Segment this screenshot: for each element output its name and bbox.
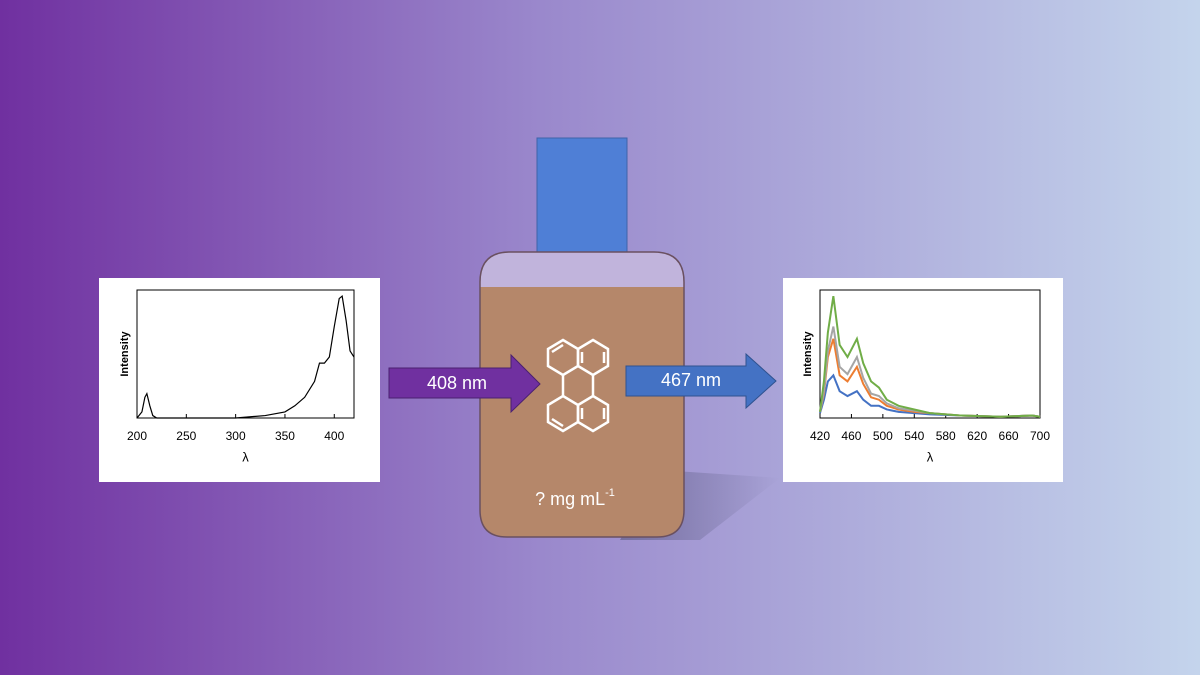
concentration-text: ? mg mL bbox=[535, 489, 605, 509]
x-tick-label: 460 bbox=[841, 429, 861, 443]
excitation-label: 408 nm bbox=[427, 373, 487, 393]
spectrum-line bbox=[136, 294, 355, 419]
x-axis-label: λ bbox=[242, 449, 249, 464]
x-tick-label: 200 bbox=[127, 429, 147, 443]
x-tick-label: 540 bbox=[904, 429, 924, 443]
x-tick-label: 500 bbox=[873, 429, 893, 443]
plot-frame bbox=[819, 289, 1041, 419]
x-tick-label: 300 bbox=[226, 429, 246, 443]
bottle-cap bbox=[536, 137, 628, 255]
x-tick-label: 400 bbox=[324, 429, 344, 443]
concentration-superscript: -1 bbox=[605, 487, 615, 499]
y-axis-label: Intensity bbox=[119, 331, 131, 377]
concentration-label: ? mg mL-1 bbox=[535, 487, 615, 509]
x-tick-label: 420 bbox=[810, 429, 830, 443]
plot-frame bbox=[136, 289, 355, 419]
bottle-headspace bbox=[480, 252, 684, 287]
y-axis-label: Intensity bbox=[802, 331, 814, 377]
x-tick-label: 250 bbox=[176, 429, 196, 443]
x-tick-label: 620 bbox=[967, 429, 987, 443]
x-axis-label: λ bbox=[927, 449, 934, 464]
x-tick-label: 700 bbox=[1030, 429, 1050, 443]
bottle-outline bbox=[479, 251, 685, 538]
emission-label: 467 nm bbox=[661, 370, 721, 390]
x-tick-label: 580 bbox=[936, 429, 956, 443]
emission-arrow bbox=[625, 352, 777, 410]
excitation-arrow bbox=[388, 353, 541, 414]
spectrum-line bbox=[819, 295, 1041, 418]
perylene-structure bbox=[546, 338, 610, 433]
x-tick-label: 350 bbox=[275, 429, 295, 443]
absorption-panel bbox=[99, 278, 380, 482]
x-tick-label: 660 bbox=[999, 429, 1019, 443]
